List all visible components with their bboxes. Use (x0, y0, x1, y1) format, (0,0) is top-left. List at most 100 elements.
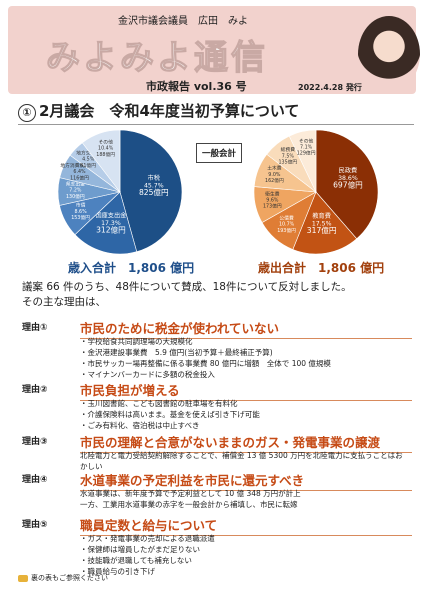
newsletter-issue: 市政報告 vol.36 号 (146, 80, 247, 93)
council-member-name: 金沢市議会議員 広田 みよ (118, 16, 248, 27)
pie-slice-label: 地方交付税 (76, 150, 100, 157)
pie-slice-label: 193億円 (277, 227, 296, 234)
vote-text-2: その主な理由は、 (22, 296, 106, 308)
reason-label: 理由② (22, 385, 48, 395)
portrait-photo (358, 16, 420, 92)
reason-title: 職員定数と給与について (80, 515, 412, 536)
vote-text: 議案 66 件のうち、48件について賛成、18件について反対しました。 (22, 281, 352, 293)
pie-slice-label: 317億円 (307, 225, 337, 235)
pointing-hand-icon (18, 574, 28, 582)
pie-slice-label: 17.3% (101, 220, 121, 227)
reason-line: ・職員給与の引き下げ (80, 567, 155, 576)
reason-line: ・学校給食共同調理場の大規模化 (80, 337, 193, 346)
pie-slice-label: 116億円 (70, 174, 89, 181)
reason-3: 理由③ 市民の理解と合意がないままのガス・発電事業の譲渡 北陸電力と電力受給契約… (16, 432, 412, 472)
pie-slice-label: 10.4% (98, 146, 114, 152)
reason-title: 市民のために税金が使われていない (80, 318, 412, 339)
pie-slice-label: 教育費 (312, 212, 331, 220)
reason-label: 理由⑤ (22, 520, 48, 530)
pie-slice-label: 土木費 (267, 165, 282, 172)
footer-note: 裏の表もご参照ください (18, 573, 108, 583)
pie-slice-label: 総務費 (281, 146, 296, 153)
pie-slice-label: 81億円 (80, 162, 96, 169)
pie-slice-label: 衛生費 (265, 190, 280, 197)
pie-slice-label: 129億円 (297, 150, 316, 157)
reason-body: ・ガス・発電事業の売却による退職派遣 ・保健師は増員したがまだ足りない ・技能職… (80, 533, 410, 577)
reason-line: ・介護保険料は高いまま。基金を使えば引き下げ可能 (80, 410, 260, 419)
reason-line: ・市民サッカー場再整備に係る事業費 80 億円に増額 全体で 100 億規模 (80, 359, 331, 368)
reason-body: ・学校給食共同調理場の大規模化 ・金沢港建設事業費 5.9 億円(当初予算＋最終… (80, 336, 410, 380)
revenue-total: 歳入合計 1,806 億円 (68, 261, 195, 275)
pie-slice-label: 135億円 (278, 159, 297, 166)
reason-label: 理由③ (22, 437, 48, 447)
reason-line: ・ごみ有料化、宿泊税は中止すべき (80, 421, 200, 430)
pie-slice-label: 県支出金 (66, 180, 85, 187)
pie-slice-label: 162億円 (265, 177, 284, 184)
reason-body: 北陸電力と電力受給契約解除することで、補償金 13 億 5300 万円を北陸電力… (80, 450, 410, 472)
reason-line: 北陸電力と電力受給契約解除することで、補償金 13 億 5300 万円を北陸電力… (80, 451, 403, 471)
pie-slice-label: 公債費 (279, 214, 294, 221)
reason-5: 理由⑤ 職員定数と給与について ・ガス・発電事業の売却による退職派遣 ・保健師は… (16, 515, 412, 576)
pie-slice-label: 17.5% (312, 221, 332, 228)
pie-slice-label: 7.2% (69, 188, 82, 194)
section-heading: ① 2月議会 令和4年度当初予算について (18, 100, 414, 125)
pie-slice-label: 8.6% (74, 209, 87, 215)
reason-title: 水道事業の予定利益を市民に還元すべき (80, 470, 412, 491)
reason-title: 市民負担が増える (80, 380, 412, 401)
header-banner: 金沢市議会議員 広田 みよ みよみよ通信 市政報告 vol.36 号 2022.… (8, 6, 420, 94)
reason-4: 理由④ 水道事業の予定利益を市民に還元すべき 水道事業は、新年度予算で予定利益と… (16, 470, 412, 510)
reason-body: 水道事業は、新年度予算で予定利益として 10 億 348 万円が計上 一方、工業… (80, 488, 410, 510)
pie-slice (119, 129, 183, 253)
pie-slice-label: 市税 (148, 174, 160, 182)
expenditure-total: 歳出合計 1,806 億円 (258, 261, 385, 275)
pie-slice-label: 173億円 (263, 203, 282, 210)
general-account-label: 一般会計 (196, 143, 243, 163)
reason-line: ・保健師は増員したがまだ足りない (80, 545, 200, 554)
pie-slice-label: 9.0% (268, 172, 281, 178)
reason-title: 市民の理解と合意がないままのガス・発電事業の譲渡 (80, 432, 412, 453)
pie-slice-label: 国庫支出金 (95, 211, 127, 219)
pie-slice (81, 129, 121, 193)
pie-slice-label: 825億円 (139, 187, 169, 197)
reason-line: 一方、工業用水道事業の赤字を一般会計から補填し、市民に転嫁 (80, 500, 298, 509)
reason-line: ・技能職が退職しても補充しない (80, 556, 192, 565)
pie-slice-label: その他 (98, 139, 113, 146)
pie-slice-label: 民政費 (339, 166, 358, 174)
reason-2: 理由② 市民負担が増える ・玉川図書館、こども図書館の駐車場を有料化 ・介護保険… (16, 380, 412, 430)
pie-slice (288, 129, 317, 193)
issue-date: 2022.4.28 発行 (298, 83, 362, 92)
pie-slice-label: 188億円 (96, 151, 115, 158)
newsletter-title: みよみよ通信 (45, 37, 268, 78)
pie-slice-label: 45.7% (144, 182, 164, 189)
vote-summary: 議案 66 件のうち、48件について賛成、18件について反対しました。 その主な… (22, 280, 412, 310)
footer-text: 裏の表もご参照ください (31, 574, 108, 582)
section-number: ① (18, 104, 36, 122)
reason-line: ・ガス・発電事業の売却による退職派遣 (80, 534, 215, 543)
pie-slice-label: 697億円 (333, 180, 363, 190)
reason-line: 水道事業は、新年度予算で予定利益として 10 億 348 万円が計上 (80, 489, 301, 498)
reason-label: 理由④ (22, 475, 48, 485)
pie-slice-label: 地方消費税交付金 (60, 162, 99, 169)
reason-line: ・金沢港建設事業費 5.9 億円(当初予算＋最終補正予算) (80, 348, 273, 357)
pie-slice-label: 7.1% (300, 144, 313, 150)
reason-label: 理由① (22, 323, 48, 333)
reason-line: ・玉川図書館、こども図書館の駐車場を有料化 (80, 399, 238, 408)
pie-slice-label: 130億円 (66, 193, 85, 200)
section-title: 2月議会 令和4年度当初予算について (39, 102, 300, 120)
pie-slice-label: 153億円 (71, 214, 90, 221)
pie-slice-label: 6.4% (73, 169, 86, 175)
pie-slice-label: 4.5% (82, 157, 95, 163)
pie-slice-label: 9.6% (266, 197, 279, 203)
pie-slice-label: その他 (299, 137, 314, 144)
reason-1: 理由① 市民のために税金が使われていない ・学校給食共同調理場の大規模化 ・金沢… (16, 318, 412, 380)
pie-slice-label: 市債 (76, 202, 86, 209)
pie-slice-label: 7.5% (282, 153, 295, 159)
pie-slice-label: 38.6% (338, 175, 358, 182)
pie-slice (74, 191, 138, 255)
pie-slice-label: 10.7% (279, 222, 295, 228)
pie-slice (315, 129, 379, 240)
pie-slice (292, 191, 358, 255)
reason-line: ・マイナンバーカードに多額の税金投入 (80, 370, 215, 379)
